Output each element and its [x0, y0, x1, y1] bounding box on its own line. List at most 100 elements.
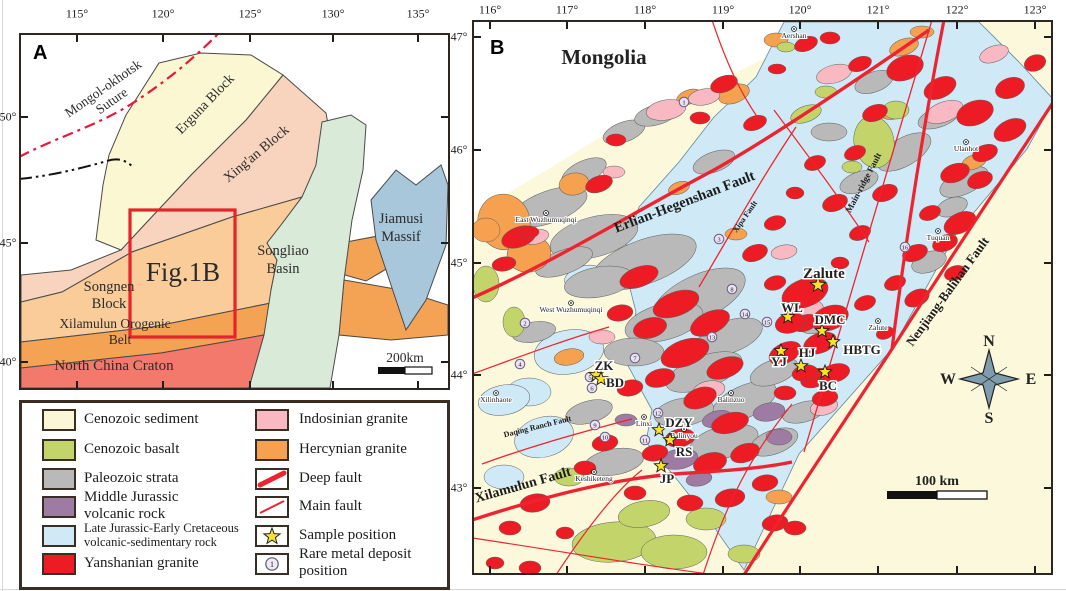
- green-geology-patch: [841, 160, 863, 174]
- fault-lines: [471, 19, 1058, 579]
- deposit-circle-icon: [514, 358, 526, 370]
- region-jiamusi-massif: [370, 164, 449, 332]
- panel-b-scalebar-light: [936, 490, 988, 500]
- xilamulun-label-1: Xilamulun Orogenic: [59, 316, 170, 331]
- tick-mark: [76, 35, 78, 42]
- town-label: Keshiketeng: [575, 474, 613, 483]
- panel-b-lat-tick: 47°: [450, 29, 468, 44]
- red-geology-patch: [967, 171, 993, 189]
- rare-metal-deposit-marker: 6: [586, 382, 598, 394]
- gray-geology-patch: [535, 246, 593, 278]
- red-geology-patch: [862, 104, 888, 122]
- red-geology-patch: [811, 304, 849, 332]
- deposit-circle-icon: [678, 96, 690, 108]
- panel-a-lon-tick: 135°: [406, 6, 430, 21]
- town-marker: Linxi: [635, 414, 653, 429]
- town-marker: Balinyou: [669, 426, 699, 441]
- deposit-number: 12: [655, 410, 662, 417]
- sample-label: ZK: [595, 358, 615, 373]
- tick-mark: [21, 242, 28, 244]
- panel-a-scalebar-light: [404, 366, 433, 375]
- legend-label-paleozoic-strata: Paleozoic strata: [84, 469, 179, 486]
- sample-marker-wl: WL: [780, 299, 805, 324]
- town-marker: Aershan: [781, 26, 808, 41]
- deposit-circle-icon: [629, 352, 641, 364]
- sample-marker-bd: BD: [593, 370, 626, 392]
- town-label: Tuquan: [927, 233, 950, 242]
- panel-a-lon-tick: 130°: [321, 6, 345, 21]
- panel-a-scale-label: 200km: [386, 350, 424, 365]
- deposit-circle-icon: [739, 308, 751, 320]
- red-geology-patch: [751, 474, 779, 492]
- town-label: Zalute: [868, 323, 888, 332]
- tick-mark: [1034, 566, 1036, 573]
- sample-label: BC: [819, 378, 837, 393]
- rare-metal-deposit-marker: 3: [713, 233, 725, 245]
- compass-diagonal: [970, 366, 1008, 392]
- tick-mark: [162, 381, 164, 388]
- town-label: Linxi: [636, 419, 652, 428]
- red-geology-patch: [783, 520, 807, 536]
- pink-geology-patch: [979, 44, 1009, 64]
- rare-metal-deposit-marker: 12: [652, 407, 664, 419]
- rare-metal-deposit-marker: 15: [761, 316, 773, 328]
- tick-mark: [722, 22, 724, 29]
- red-geology-patch: [623, 485, 647, 501]
- tick-mark: [722, 566, 724, 573]
- main-fault-line: [471, 326, 610, 375]
- tick-mark: [21, 116, 28, 118]
- red-geology-patch: [993, 118, 1027, 142]
- tick-mark: [441, 242, 448, 244]
- sample-marker-zk: ZK: [588, 357, 616, 382]
- legend-swatch-late-jurassic-early-cretaceous-volcanic-sedimentary-rock: [42, 525, 76, 547]
- main-fault-line: [773, 109, 870, 243]
- red-geology-patch: [803, 331, 837, 355]
- town-symbol-dot: [570, 302, 572, 304]
- legend-symbol: 1: [265, 557, 279, 571]
- sample-star-icon: [814, 322, 830, 338]
- town-label: Ulanhot: [954, 144, 979, 153]
- town-label: West Wuzhumuqinqi: [540, 305, 603, 314]
- sample-star-icon: [809, 275, 827, 293]
- legend-swatch-cenozoic-sediment: [42, 409, 76, 431]
- legend-swatch-paleozoic-strata: [42, 468, 76, 490]
- sample-star-icon: [817, 363, 833, 379]
- tick-mark: [1034, 22, 1036, 29]
- green-geology-patch: [776, 41, 796, 53]
- sample-star-icon: [793, 357, 809, 373]
- town-symbol-dot: [495, 392, 497, 394]
- red-geology-patch: [619, 265, 659, 289]
- blue-geology-patch: [514, 415, 574, 459]
- rare-metal-deposit-marker: 14: [739, 308, 751, 320]
- rare-metal-deposit-marker: 4: [514, 358, 526, 370]
- legend-swatch-deep-fault: [255, 468, 289, 490]
- red-geology-patch: [932, 234, 958, 252]
- north-china-craton-label: North China Craton: [54, 358, 174, 374]
- legend-label-sample-position: Sample position: [299, 526, 397, 543]
- sample-label: RS: [676, 444, 693, 459]
- legend-label-yanshanian-granite: Yanshanian granite: [84, 554, 199, 571]
- deposit-circle-number: 1: [270, 560, 274, 569]
- red-geology-patch: [972, 144, 998, 162]
- purple-geology-patch: [765, 428, 793, 446]
- legend-label-late-jurassic-early-cretaceous-volcanic-sedimentary-rock: Late Jurassic-Early Cretaceous volcanic-…: [84, 521, 239, 549]
- deposit-circle-icon: [586, 382, 598, 394]
- panel-a-map: A Mongol-okhotsk Suture Erguna Block Xin…: [18, 32, 449, 389]
- red-geology-patch: [491, 256, 517, 272]
- panel-b-lon-tick: 121°: [866, 2, 890, 17]
- deposit-number: 8: [730, 286, 733, 293]
- town-marker: West Wuzhumuqinqi: [539, 300, 603, 315]
- town-marker: Keshiketeng: [574, 469, 614, 484]
- red-geology-patch: [763, 215, 787, 231]
- red-geology-patch: [606, 304, 634, 322]
- legend-swatch-yanshanian-granite: [42, 553, 76, 575]
- songnen-label-2: Block: [92, 296, 127, 312]
- red-geology-patch: [956, 99, 994, 127]
- town-label: Balinzuo: [717, 395, 744, 404]
- geology-patches: [471, 25, 1046, 576]
- panel-a-label: A: [33, 42, 47, 64]
- sample-star-icon: [773, 342, 789, 358]
- legend-label-cenozoic-basalt: Cenozoic basalt: [84, 440, 180, 457]
- red-geology-patch: [848, 55, 872, 73]
- rare-metal-deposit-marker: 11: [639, 434, 651, 446]
